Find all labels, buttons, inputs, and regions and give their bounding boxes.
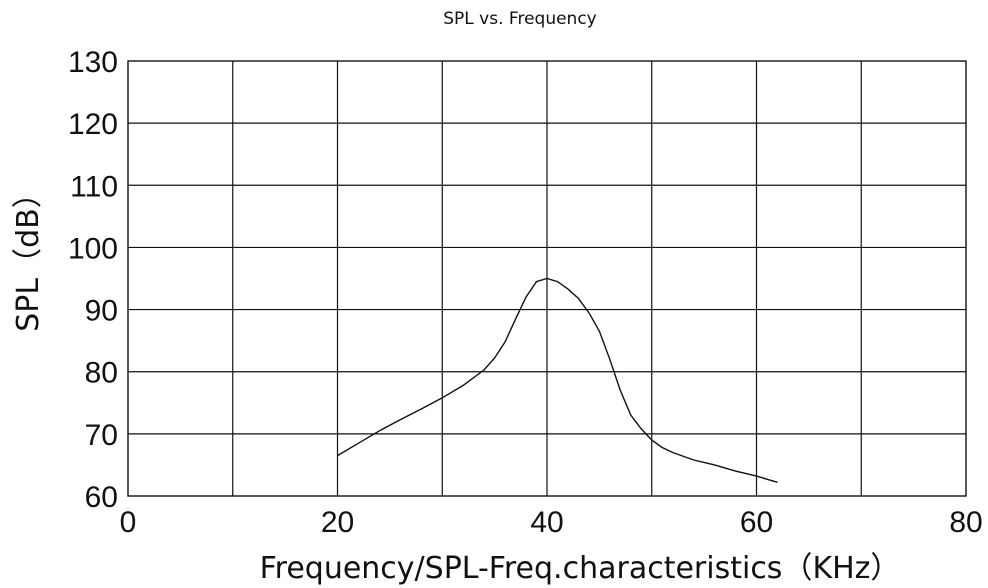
x-tick-label: 60: [740, 506, 773, 539]
y-tick-label: 80: [85, 357, 118, 390]
y-tick-labels: 60 70 80 90 100 110 120 130: [68, 46, 118, 514]
y-tick-label: 110: [70, 170, 118, 203]
y-tick-label: 90: [85, 295, 118, 328]
x-tick-label: 0: [120, 506, 137, 539]
y-axis-label: SPL（dB）: [11, 178, 46, 331]
grid-lines: [128, 61, 966, 496]
x-tick-label: 40: [530, 506, 563, 539]
chart-title: SPL vs. Frequency: [443, 9, 596, 29]
y-tick-label: 60: [85, 481, 118, 514]
y-tick-label: 120: [68, 108, 118, 141]
x-tick-label: 80: [949, 506, 982, 539]
plot-frame: [127, 60, 967, 497]
x-tick-labels: 0 20 40 60 80: [120, 506, 983, 539]
x-axis-label: Frequency/SPL-Freq.characteristics（KHz）: [260, 551, 901, 586]
x-tick-label: 20: [321, 506, 354, 539]
y-tick-label: 70: [85, 419, 118, 452]
spl-curve: [337, 277, 778, 483]
y-tick-label: 100: [68, 232, 118, 265]
y-tick-label: 130: [68, 46, 118, 79]
